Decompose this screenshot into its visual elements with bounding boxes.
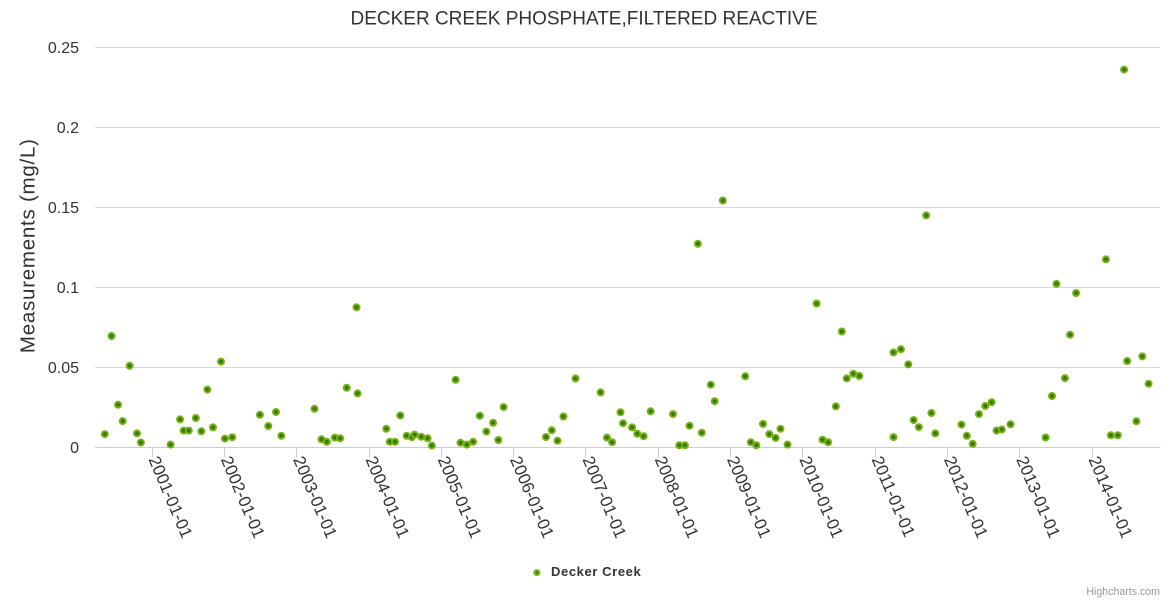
svg-text:0.2: 0.2 (57, 120, 79, 137)
svg-text:Highcharts.com: Highcharts.com (1086, 586, 1160, 598)
svg-text:DECKER CREEK PHOSPHATE,FILTERE: DECKER CREEK PHOSPHATE,FILTERED REACTIVE (351, 8, 818, 29)
svg-text:0.1: 0.1 (57, 280, 79, 297)
svg-text:0.15: 0.15 (48, 200, 79, 217)
svg-text:0.05: 0.05 (48, 360, 79, 377)
svg-text:0.25: 0.25 (48, 40, 79, 57)
svg-text:Measurements (mg/L): Measurements (mg/L) (17, 138, 40, 353)
svg-text:Decker Creek: Decker Creek (551, 564, 641, 579)
svg-text:0: 0 (70, 440, 79, 457)
